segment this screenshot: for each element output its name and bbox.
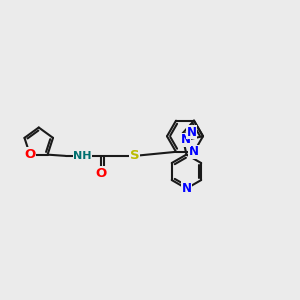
- Text: S: S: [130, 149, 140, 162]
- Text: N: N: [187, 126, 197, 139]
- Text: N: N: [189, 145, 199, 158]
- Text: N: N: [182, 182, 191, 195]
- Text: O: O: [24, 148, 36, 161]
- Text: NH: NH: [73, 151, 92, 161]
- Text: O: O: [96, 167, 107, 180]
- Text: N: N: [180, 134, 190, 146]
